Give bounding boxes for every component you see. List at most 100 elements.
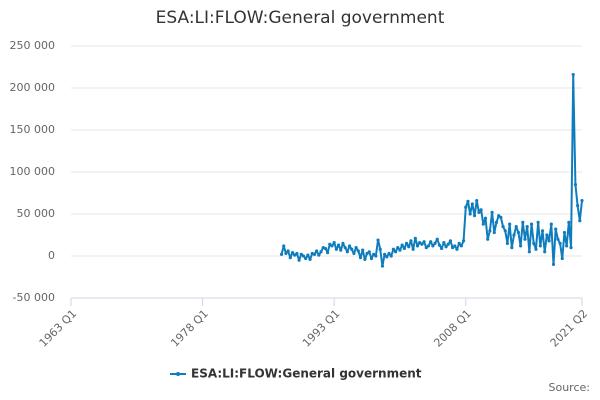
data-point [437,243,442,247]
data-point [367,250,371,254]
data-point [501,225,505,229]
data-point [288,256,292,260]
y-tick-label: 0 [48,249,55,262]
data-point [402,246,406,251]
data-point [312,252,317,256]
data-point [543,250,547,254]
data-point [418,240,422,245]
data-point [374,254,378,258]
data-point [426,244,431,248]
data-point [571,72,575,77]
data-point [407,245,411,249]
data-point [350,247,354,251]
x-tick-label: 1978 Q1 [168,307,211,350]
data-point [521,220,525,224]
data-point [472,214,477,218]
data-point [558,241,562,245]
data-point [424,246,428,250]
chart-title: ESA:LI:FLOW:General government [156,8,445,28]
y-tick-label: 50 000 [17,207,56,220]
data-point [433,241,437,245]
data-point [332,240,336,245]
data-point [505,241,510,245]
data-point [525,225,529,229]
data-point [363,257,367,261]
data-point [415,244,420,248]
data-point [290,251,295,255]
series-line [280,73,583,268]
data-point [466,199,470,203]
data-point [389,254,393,258]
data-point [479,208,483,212]
data-point [518,244,523,248]
data-point [383,252,387,256]
data-point [540,229,545,233]
y-tick-label: 200 000 [10,81,56,94]
data-point [372,252,376,256]
data-point [459,244,463,248]
data-point [457,241,461,245]
data-point [481,222,485,226]
data-point [578,219,582,223]
data-point [534,247,538,251]
data-point [468,212,472,216]
data-point [404,241,409,245]
data-point [387,251,391,256]
data-point [341,241,345,245]
data-point [358,256,363,260]
data-point [361,248,365,252]
data-point [483,216,488,220]
data-point [486,237,490,241]
data-point [431,244,435,248]
x-tick-label: 1993 Q1 [300,307,343,350]
data-point [477,210,481,214]
data-point [556,237,560,241]
data-point [365,251,369,256]
data-point [551,262,556,266]
data-point [286,249,290,253]
y-tick-label: 100 000 [10,165,56,178]
data-point [523,237,527,241]
data-point [451,246,455,250]
data-point [347,244,352,248]
data-point [422,240,426,244]
data-point [503,229,507,233]
data-point [527,250,531,254]
data-point [532,241,536,245]
data-point [475,198,479,203]
data-point [336,243,341,247]
data-point [325,251,330,255]
y-tick-label: -50 000 [13,291,55,304]
data-point [299,252,303,256]
x-tick-label: 1963 Q1 [37,307,80,350]
data-point [330,244,334,248]
data-point [545,233,549,237]
data-point [378,247,382,251]
data-point [512,233,516,237]
data-point [420,242,424,246]
data-point [549,222,553,226]
data-point [529,222,534,226]
x-tick-label: 2021 Q2 [548,307,591,350]
data-point [293,253,297,257]
data-point [304,256,308,261]
data-point [380,264,385,268]
data-point [514,225,518,229]
y-tick-label: 150 000 [10,123,56,136]
source-label: Source: [549,381,591,394]
y-tick-label: 250 000 [10,39,56,52]
data-point [569,246,573,250]
data-point [352,251,356,256]
data-point [429,240,433,244]
data-point [490,210,494,214]
data-point [279,252,284,256]
data-point [565,244,569,248]
data-point [488,229,492,233]
data-point [576,204,580,208]
data-point [400,243,404,247]
data-point [453,244,457,248]
data-point [464,205,468,209]
data-point [369,256,374,261]
